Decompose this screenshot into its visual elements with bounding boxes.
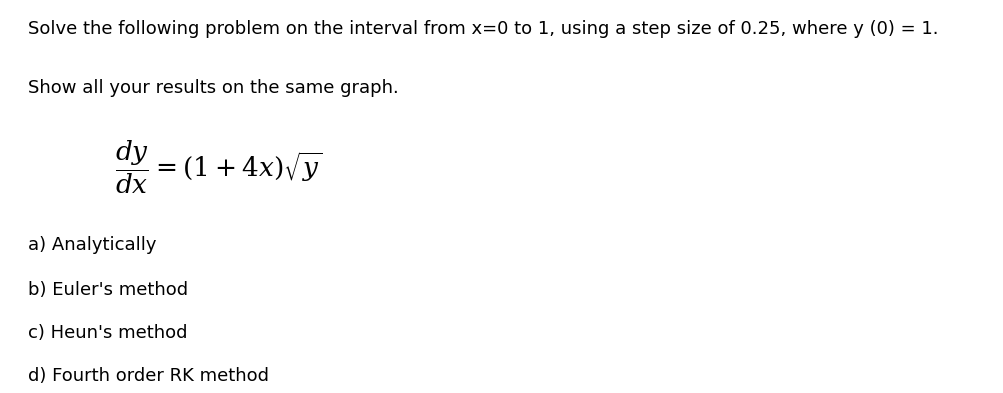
Text: b) Euler's method: b) Euler's method xyxy=(28,281,188,299)
Text: a) Analytically: a) Analytically xyxy=(28,236,156,254)
Text: Show all your results on the same graph.: Show all your results on the same graph. xyxy=(28,79,398,97)
Text: d) Fourth order RK method: d) Fourth order RK method xyxy=(28,367,269,386)
Text: $\dfrac{dy}{dx} = (1+4x)\sqrt{y}$: $\dfrac{dy}{dx} = (1+4x)\sqrt{y}$ xyxy=(115,138,322,196)
Text: c) Heun's method: c) Heun's method xyxy=(28,324,188,342)
Text: Solve the following problem on the interval from x=0 to 1, using a step size of : Solve the following problem on the inter… xyxy=(28,20,938,38)
